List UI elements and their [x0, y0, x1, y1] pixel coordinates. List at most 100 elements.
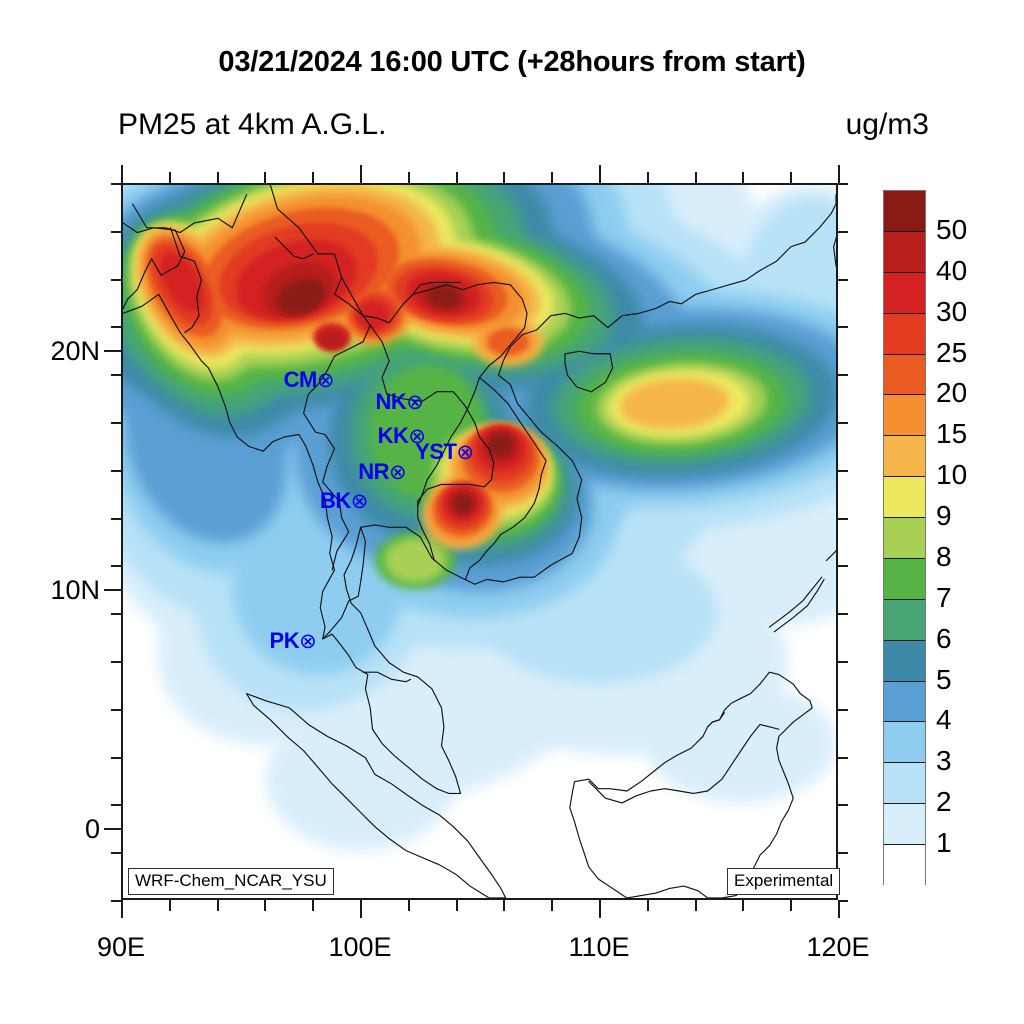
y-axis-minor-tick — [111, 183, 121, 185]
x-axis-top-tick — [121, 165, 123, 183]
y-axis-right-tick — [838, 613, 848, 616]
colorbar-tick-label: 6 — [936, 622, 952, 654]
y-axis-minor-tick — [111, 326, 121, 329]
x-axis-minor-tick — [312, 900, 315, 911]
station-cross-circle-icon: ⊗ — [388, 460, 407, 484]
y-axis-minor-tick — [111, 565, 121, 568]
x-axis-top-tick — [503, 172, 506, 183]
x-axis-tick-label: 120E — [806, 932, 870, 962]
coastline — [412, 281, 462, 295]
colorbar-band — [884, 436, 925, 478]
colorbar-band — [884, 272, 925, 314]
y-axis-minor-tick — [111, 852, 121, 855]
coastline — [569, 671, 813, 898]
y-axis-tick-label: 20N — [50, 336, 100, 367]
colorbar-tick-label: 10 — [936, 459, 968, 491]
x-axis-major-tick — [121, 900, 123, 918]
units-label: ug/m3 — [845, 108, 929, 141]
x-axis-top-tick — [742, 172, 745, 183]
y-axis-right-tick — [838, 469, 848, 472]
concentration-contour — [277, 278, 326, 315]
x-axis-minor-tick — [216, 900, 219, 911]
y-axis-right-tick — [838, 517, 848, 520]
colorbar-band — [884, 354, 925, 396]
coastline — [322, 526, 462, 794]
x-axis-top-tick — [646, 172, 649, 183]
coastline — [417, 483, 485, 562]
city-marker-pk[interactable]: PK⊗ — [270, 629, 317, 652]
y-axis-right-tick — [838, 852, 848, 855]
colorbar-band — [884, 313, 925, 355]
coastline — [246, 693, 507, 898]
colorbar-band — [884, 191, 925, 232]
coastline — [707, 712, 725, 728]
colorbar-band — [884, 722, 925, 764]
colorbar-tick-label: 1 — [936, 827, 952, 859]
page-title: 03/21/2024 16:00 UTC (+28hours from star… — [218, 46, 806, 78]
colorbar-tick-label: 30 — [936, 295, 968, 327]
x-axis-minor-tick — [694, 900, 697, 911]
map-plot-area[interactable] — [121, 183, 838, 900]
x-axis-minor-tick — [646, 900, 649, 911]
coastline — [169, 227, 203, 333]
concentration-contour — [355, 300, 390, 331]
colorbar-tick-label: 15 — [936, 418, 968, 450]
y-axis-minor-tick — [111, 661, 121, 663]
x-axis-major-tick — [599, 900, 601, 918]
y-axis-minor-tick — [111, 469, 121, 472]
coastline — [123, 193, 836, 640]
y-axis-tick-label: 0 — [84, 814, 100, 845]
city-marker-cm[interactable]: CM⊗ — [283, 367, 335, 393]
y-axis-minor-tick — [111, 517, 121, 520]
x-axis-top-tick — [407, 172, 410, 183]
city-label: CM — [283, 367, 318, 393]
x-axis-minor-tick — [455, 900, 458, 911]
y-axis-right-tick — [838, 183, 848, 185]
coastline — [825, 549, 836, 562]
coastline — [833, 236, 836, 268]
city-marker-nr[interactable]: NR⊗ — [358, 458, 407, 484]
x-axis-top-tick — [790, 172, 793, 183]
colorbar-tick-label: 40 — [936, 254, 968, 286]
coastline — [478, 376, 547, 535]
concentration-contour — [488, 433, 514, 458]
y-axis-tick-label: 10N — [50, 575, 100, 606]
x-axis-major-tick — [838, 900, 840, 918]
station-cross-circle-icon: ⊗ — [350, 489, 369, 513]
colorbar-tick-label: 25 — [936, 336, 968, 368]
concentration-contour — [619, 378, 729, 429]
coastline — [362, 671, 412, 683]
y-axis-right-tick — [838, 661, 848, 663]
x-axis-minor-tick — [168, 900, 171, 911]
colorbar-band — [884, 231, 925, 273]
colorbar-tick-label: 8 — [936, 540, 952, 572]
y-axis-minor-tick — [111, 278, 121, 281]
colorbar-band — [884, 845, 925, 886]
city-marker-bk[interactable]: BK⊗ — [320, 489, 369, 513]
concentration-contour — [384, 537, 447, 584]
y-axis-minor-tick — [111, 804, 121, 807]
x-axis-tick-label: 100E — [328, 932, 392, 962]
y-axis-minor-tick — [111, 422, 121, 424]
city-label: NR — [358, 458, 389, 484]
coastline — [768, 576, 823, 628]
colorbar-band — [884, 804, 925, 845]
x-axis-top-tick — [694, 172, 697, 183]
colorbar-tick-label: 4 — [936, 704, 952, 736]
city-marker-nk[interactable]: NK⊗ — [375, 391, 423, 414]
colorbar-band — [884, 681, 925, 723]
y-axis-minor-tick — [111, 613, 121, 616]
colorbar[interactable] — [883, 190, 926, 886]
concentration-contour — [160, 252, 205, 313]
y-axis-minor-tick — [111, 708, 121, 711]
colorbar-tick-label: 3 — [936, 745, 952, 777]
y-axis-right-tick — [838, 230, 848, 233]
city-marker-yst[interactable]: YST⊗ — [415, 440, 474, 463]
concentration-contour — [426, 285, 461, 308]
y-axis-major-tick — [104, 350, 121, 353]
colorbar-band — [884, 558, 925, 600]
y-axis-right-tick — [838, 422, 848, 424]
city-marker-kk[interactable]: KK⊗ — [378, 425, 426, 448]
y-axis-minor-tick — [111, 230, 121, 233]
x-axis-top-tick — [838, 165, 840, 183]
